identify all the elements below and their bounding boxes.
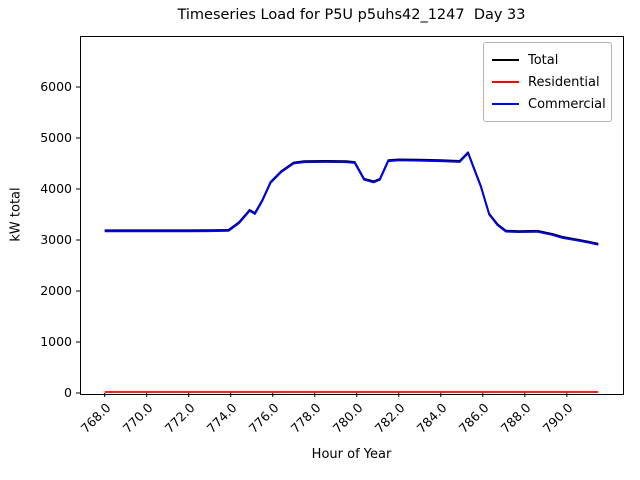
series-line-total: [104, 151, 599, 245]
y-tick-label: 5000: [40, 130, 72, 145]
y-tick-label: 3000: [40, 232, 72, 247]
legend-entry-commercial: Commercial: [492, 93, 606, 115]
legend-label: Residential: [528, 74, 600, 90]
series-line-commercial: [104, 152, 599, 246]
y-axis-label: kW total: [8, 187, 24, 242]
y-tick-label: 4000: [40, 181, 72, 196]
legend: Total Residential Commercial: [483, 42, 612, 122]
plot-area: [80, 36, 624, 395]
legend-entry-residential: Residential: [492, 71, 603, 93]
y-tick-label: 6000: [40, 79, 72, 94]
legend-entry-total: Total: [492, 49, 603, 71]
legend-label: Commercial: [528, 96, 606, 112]
y-tick-label: 0: [64, 385, 72, 400]
y-tick-label: 1000: [40, 334, 72, 349]
legend-line-sample: [492, 59, 519, 61]
legend-line-sample: [492, 81, 519, 83]
legend-line-sample: [492, 103, 519, 105]
chart-title: Timeseries Load for P5U p5uhs42_1247 Day…: [177, 7, 526, 23]
y-tick-label: 2000: [40, 283, 72, 298]
legend-label: Total: [528, 52, 559, 68]
x-axis-label: Hour of Year: [311, 447, 392, 462]
